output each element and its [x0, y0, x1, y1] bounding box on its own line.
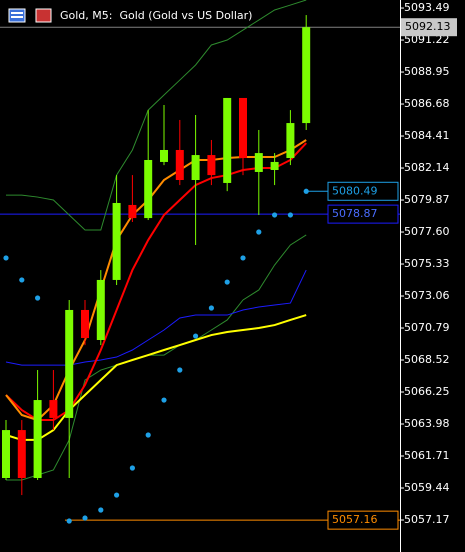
- price-label: 5080.49: [332, 184, 378, 197]
- indicator-line: [6, 0, 307, 231]
- y-tick-label: 5077.60: [404, 225, 450, 238]
- y-tick-label: 5066.25: [404, 385, 450, 398]
- sar-dot: [35, 295, 41, 301]
- y-tick-label: 5073.06: [404, 289, 450, 302]
- price-label-box: [327, 204, 399, 224]
- icon: [8, 8, 26, 23]
- icon: [11, 16, 23, 18]
- chart-title: Gold, M5: Gold (Gold vs US Dollar): [60, 9, 252, 22]
- sar-dot: [114, 492, 120, 498]
- sar-dot: [177, 367, 183, 373]
- y-tick-label: 5086.68: [404, 97, 450, 110]
- candle-body: [207, 155, 216, 176]
- indicator-line: [5, 269, 307, 366]
- sar-dot: [82, 515, 88, 521]
- candle-body: [2, 430, 10, 478]
- sar-dot: [287, 212, 293, 218]
- candle-body: [112, 202, 121, 280]
- price-label-box: [401, 18, 457, 37]
- y-tick-label: 5070.79: [404, 321, 450, 334]
- candle-body: [254, 153, 263, 172]
- candle-body: [160, 149, 168, 162]
- candle-body: [270, 161, 279, 170]
- sar-dot: [66, 518, 72, 524]
- sar-dot: [208, 305, 214, 311]
- icon: [11, 12, 23, 14]
- sar-dot: [3, 255, 9, 261]
- header-icons: [8, 8, 52, 23]
- candle-body: [49, 400, 58, 418]
- sar-dot: [193, 333, 199, 339]
- sar-dot: [256, 229, 262, 235]
- candle-body: [191, 155, 200, 181]
- y-tick-label: 5093.49: [404, 1, 450, 14]
- candle-body: [96, 279, 105, 340]
- candle-body: [65, 309, 74, 418]
- y-tick-label: 5061.71: [404, 449, 450, 462]
- sar-dot: [224, 279, 230, 285]
- sar-dot: [19, 277, 25, 283]
- y-tick-label: 5059.44: [404, 481, 450, 494]
- candle-body: [17, 430, 26, 478]
- y-tick-label: 5075.33: [404, 257, 450, 270]
- y-tick-label: 5084.41: [404, 129, 450, 142]
- candle-body: [302, 27, 311, 124]
- icon: [35, 8, 52, 23]
- y-tick-label: 5079.87: [404, 193, 450, 206]
- y-tick-label: 5057.17: [404, 513, 450, 526]
- sar-dot: [129, 465, 135, 471]
- sar-dot: [161, 397, 167, 403]
- y-tick-label: 5082.14: [404, 161, 450, 174]
- price-label-box: [327, 510, 399, 530]
- y-tick-label: 5068.52: [404, 353, 450, 366]
- sar-dot: [145, 432, 151, 438]
- candle-body: [33, 400, 42, 478]
- price-label: 5057.16: [332, 513, 378, 526]
- candle-body: [81, 309, 89, 339]
- candle-body: [175, 149, 184, 181]
- candle-body: [128, 204, 137, 219]
- y-tick-label: 5088.95: [404, 65, 450, 78]
- price-label: 5092.13: [405, 20, 451, 33]
- sar-dot: [272, 212, 278, 218]
- sar-dot: [240, 255, 246, 261]
- sar-dot: [98, 507, 104, 513]
- indicator-line: [6, 234, 307, 481]
- y-tick-label: 5063.98: [404, 417, 450, 430]
- candle-body: [223, 97, 232, 183]
- indicator-line: [5, 314, 307, 441]
- candle-body: [239, 97, 247, 159]
- y-tick-label: 5091.22: [404, 33, 450, 46]
- price-label: 5078.87: [332, 207, 378, 220]
- price-label-box: [327, 181, 399, 201]
- candle-body: [144, 159, 153, 219]
- candle-body: [286, 123, 295, 159]
